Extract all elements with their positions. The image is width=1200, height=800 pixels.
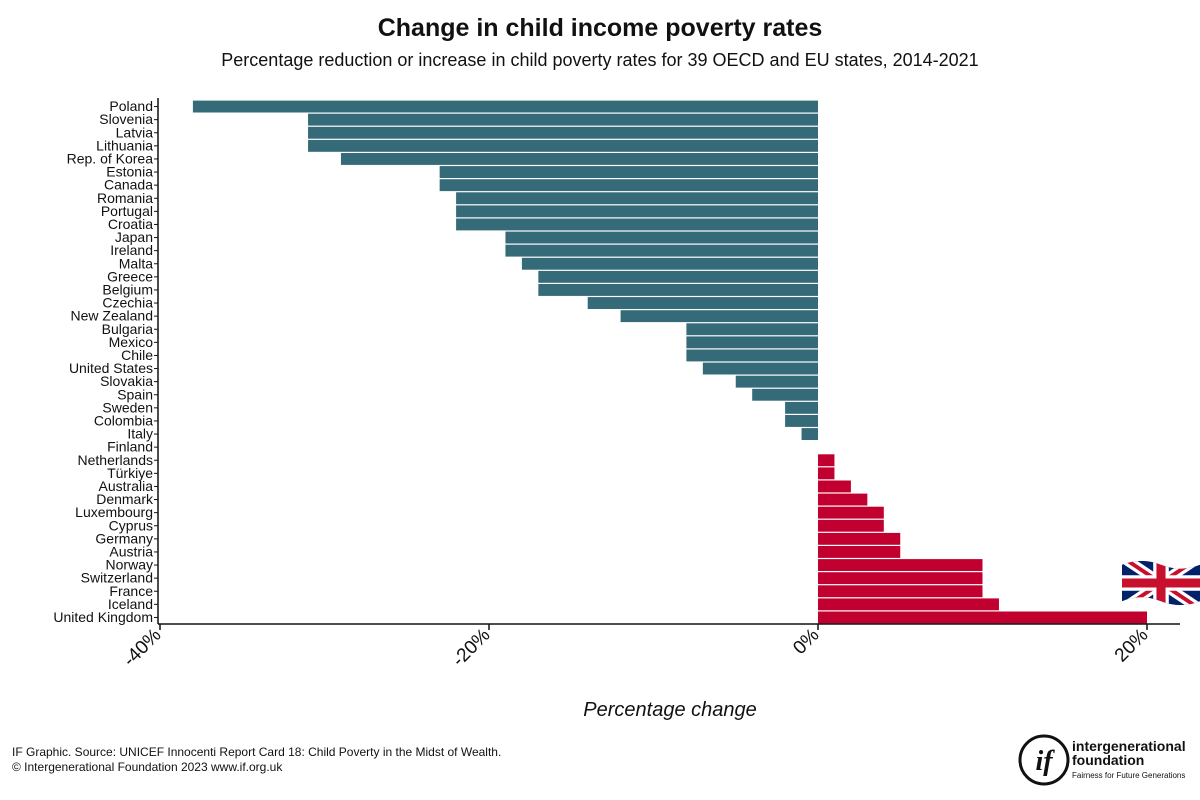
category-label-lithuania: Lithuania [96,137,153,153]
bar-malta [521,257,818,270]
category-label-rep-of-korea: Rep. of Korea [67,150,154,166]
category-label-denmark: Denmark [96,491,154,507]
x-tick-label: 20% [1111,625,1153,667]
if-logo-mark-icon: if [1018,734,1070,786]
category-label-norway: Norway [106,557,153,573]
union-flag-icon [1122,560,1200,606]
bar-germany [818,532,901,545]
category-label-poland: Poland [109,98,153,114]
bar-france [818,585,983,598]
category-label-netherlands: Netherlands [78,452,154,468]
bar-t-rkiye [818,467,835,480]
bar-luxembourg [818,506,884,519]
bar-iceland [818,598,999,611]
category-label-spain: Spain [117,386,153,402]
category-label-estonia: Estonia [106,164,153,180]
logo-name-line2: foundation [1072,752,1145,768]
category-label-belgium: Belgium [102,281,153,297]
category-label-malta: Malta [119,255,153,271]
category-label-canada: Canada [104,177,153,193]
category-label-romania: Romania [97,190,153,206]
source-note: IF Graphic. Source: UNICEF Innocenti Rep… [12,745,502,759]
category-label-united-states: United States [69,360,153,376]
bar-belgium [538,284,818,296]
category-label-luxembourg: Luxembourg [75,504,153,520]
category-label-new-zealand: New Zealand [71,308,154,324]
bar-lithuania [308,139,818,152]
bar-latvia [308,126,818,139]
bar-cyprus [818,519,884,532]
category-label-germany: Germany [95,530,153,546]
category-label-chile: Chile [121,347,153,363]
bar-chile [686,349,818,362]
bar-canada [439,179,818,192]
category-label-t-rkiye: Türkiye [107,465,153,481]
category-label-czechia: Czechia [102,295,153,311]
category-label-ireland: Ireland [110,242,153,258]
chart-subtitle: Percentage reduction or increase in chil… [221,50,979,70]
bar-slovenia [308,113,818,126]
bar-australia [818,480,851,493]
category-label-france: France [109,583,153,599]
category-label-italy: Italy [127,426,153,442]
bar-spain [752,388,818,401]
bar-switzerland [818,572,983,585]
category-label-colombia: Colombia [94,412,153,428]
category-label-iceland: Iceland [108,596,153,612]
bar-austria [818,546,901,558]
bar-romania [456,192,818,205]
category-label-australia: Australia [99,478,154,494]
category-label-cyprus: Cyprus [109,517,153,533]
logo-tagline: Fairness for Future Generations [1072,771,1186,780]
category-label-switzerland: Switzerland [81,570,153,586]
bar-rep-of-korea [340,153,818,165]
category-label-japan: Japan [115,229,153,245]
bar-japan [505,231,818,244]
bar-united-states [702,362,818,375]
category-label-slovakia: Slovakia [100,373,153,389]
x-tick-label: -20% [448,625,494,671]
category-label-finland: Finland [107,439,153,455]
bar-sweden [785,401,818,414]
bar-estonia [439,166,818,178]
category-label-croatia: Croatia [108,216,153,232]
category-label-austria: Austria [109,543,153,559]
category-label-united-kingdom: United Kingdom [53,609,153,625]
x-tick-label: -40% [119,625,165,671]
category-label-sweden: Sweden [102,399,153,415]
copyright-note: © Intergenerational Foundation 2023 www.… [12,760,283,774]
category-label-bulgaria: Bulgaria [102,321,154,337]
category-label-mexico: Mexico [109,334,154,350]
category-label-greece: Greece [107,268,153,284]
bar-czechia [587,297,818,309]
category-label-slovenia: Slovenia [99,111,153,127]
bar-italy [801,428,818,440]
bar-greece [538,270,818,283]
bar-croatia [456,218,818,231]
bar-colombia [785,415,818,427]
bar-denmark [818,493,868,506]
bar-new-zealand [620,310,818,323]
bar-portugal [456,205,818,218]
bar-united-kingdom [818,611,1147,624]
bar-norway [818,559,983,571]
logo-name-line1: intergenerational [1072,738,1186,754]
category-label-latvia: Latvia [116,124,154,140]
x-axis-title: Percentage change [583,699,756,721]
category-label-portugal: Portugal [101,203,153,219]
bar-slovakia [735,375,818,388]
bar-ireland [505,244,818,257]
bar-poland [192,100,818,113]
if-logo: if intergenerational foundation Fairness… [1018,730,1198,790]
bar-mexico [686,336,818,349]
logo-mark-text: if [1035,746,1055,777]
chart-title: Change in child income poverty rates [377,14,823,42]
bar-netherlands [818,454,835,467]
bar-bulgaria [686,323,818,336]
